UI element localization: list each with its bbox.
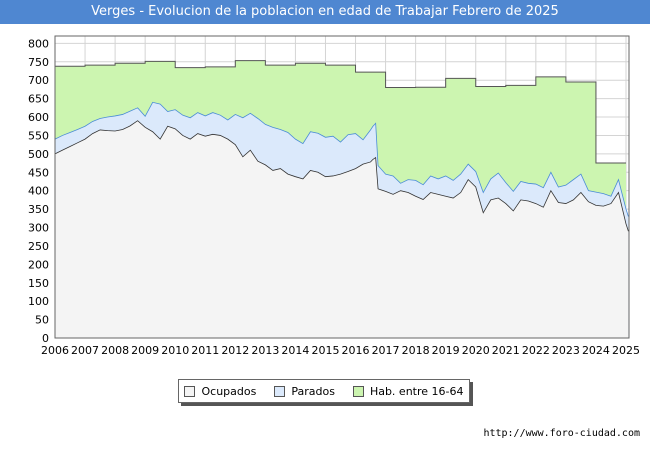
- legend-item-ocupados: Ocupados: [184, 385, 256, 398]
- y-tick-label: 50: [35, 314, 49, 327]
- legend-label-hab: Hab. entre 16-64: [369, 384, 464, 398]
- x-tick-label: 2019: [432, 344, 460, 357]
- x-tick-label: 2017: [372, 344, 400, 357]
- x-axis-ticks: 2006 2007 2008 2009 2010 2011 2012 2013 2014 2015…: [41, 344, 640, 357]
- ocupados-line: [54, 120, 629, 232]
- source-link[interactable]: http://www.foro-ciudad.com: [483, 428, 640, 439]
- y-tick-label: 700: [28, 74, 49, 87]
- x-tick-label: 2024: [582, 344, 610, 357]
- y-tick-label: 550: [28, 129, 49, 142]
- y-tick-label: 350: [28, 203, 49, 216]
- legend-label-ocupados: Ocupados: [201, 384, 257, 398]
- legend-label-parados: Parados: [291, 384, 335, 398]
- x-tick-label: 2007: [71, 344, 99, 357]
- legend-swatch-ocupados: [184, 385, 196, 397]
- y-tick-label: 500: [28, 148, 49, 161]
- x-tick-label: 2018: [402, 344, 430, 357]
- chart-title: Verges - Evolucion de la poblacion en ed…: [0, 0, 650, 24]
- x-tick-label: 2008: [101, 344, 129, 357]
- x-tick-label: 2011: [191, 344, 219, 357]
- y-axis-ticks: 0 50 100 150 200 250 300 350 400 450 500 550 600 650 7…: [28, 37, 49, 345]
- y-tick-label: 0: [42, 332, 49, 345]
- x-tick-label: 2022: [522, 344, 550, 357]
- series-areas: [54, 60, 629, 339]
- plot-frame: [54, 35, 630, 339]
- x-tick-label: 2012: [221, 344, 249, 357]
- legend-item-hab: Hab. entre 16-64: [352, 384, 464, 398]
- legend-item-parados: Parados: [274, 385, 335, 398]
- y-tick-label: 300: [28, 222, 49, 235]
- x-tick-label: 2025: [612, 344, 640, 357]
- ocupados-area: [55, 120, 629, 339]
- x-tick-label: 2023: [552, 344, 580, 357]
- y-tick-label: 600: [28, 111, 49, 124]
- x-tick-label: 2006: [41, 344, 69, 357]
- legend-swatch-parados: [274, 385, 286, 397]
- y-tick-label: 650: [28, 93, 49, 106]
- x-tick-label: 2010: [161, 344, 189, 357]
- x-tick-label: 2016: [342, 344, 370, 357]
- y-tick-label: 200: [28, 258, 49, 271]
- y-tick-label: 100: [28, 295, 49, 308]
- x-tick-label: 2013: [251, 344, 279, 357]
- parados-line: [54, 101, 629, 217]
- legend: Ocupados Parados Hab. entre 16-64: [178, 379, 470, 403]
- hab-line: [55, 60, 626, 164]
- y-tick-label: 450: [28, 166, 49, 179]
- y-tick-label: 150: [28, 277, 49, 290]
- x-tick-label: 2021: [492, 344, 520, 357]
- x-tick-label: 2020: [462, 344, 490, 357]
- x-tick-label: 2015: [311, 344, 339, 357]
- y-tick-label: 800: [28, 37, 49, 50]
- x-tick-label: 2014: [281, 344, 309, 357]
- x-tick-label: 2009: [131, 344, 159, 357]
- y-tick-label: 400: [28, 185, 49, 198]
- y-tick-label: 250: [28, 240, 49, 253]
- y-tick-label: 750: [28, 56, 49, 69]
- legend-swatch-hab: [352, 385, 364, 397]
